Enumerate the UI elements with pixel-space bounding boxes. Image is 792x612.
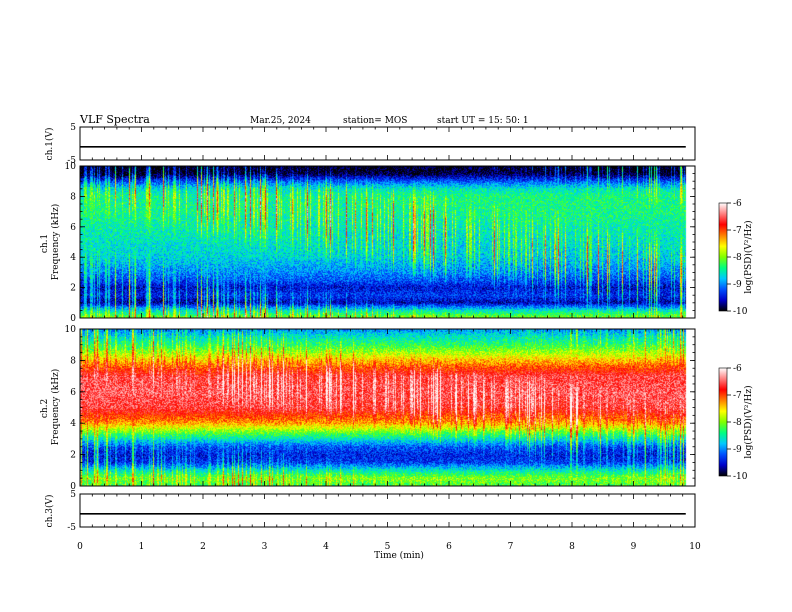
station-label: station= MOS — [343, 116, 407, 126]
colorbar-tick-label: -7 — [733, 226, 742, 236]
colorbar-tick-label: -10 — [733, 307, 748, 317]
ch1-waveform-ylabel: ch.1(V) — [44, 128, 55, 161]
x-tick-label: 7 — [508, 542, 514, 552]
y-tick-label: 0 — [70, 314, 76, 324]
y-tick-label: 4 — [70, 253, 76, 263]
y-tick-label: 8 — [70, 192, 76, 202]
ch1-channel-label: ch.1 — [40, 234, 50, 253]
y-tick-label: 6 — [70, 388, 76, 398]
ch1-frequency-label: Frequency (kHz) — [50, 204, 61, 281]
date-label: Mar.25, 2024 — [250, 116, 311, 126]
start-time-label: start UT = 15: 50: 1 — [437, 116, 529, 126]
ch2-frequency-label: Frequency (kHz) — [50, 369, 61, 446]
y-tick-label: 6 — [70, 223, 76, 233]
y-tick-label: 5 — [70, 490, 76, 500]
colorbar-tick-label: -6 — [733, 364, 742, 374]
y-tick-label: 2 — [70, 284, 76, 294]
ch3-waveform-ylabel: ch.3(V) — [44, 495, 55, 528]
x-tick-label: 5 — [385, 542, 391, 552]
x-tick-label: 3 — [262, 542, 268, 552]
colorbar-tick-label: -8 — [733, 253, 742, 263]
x-tick-label: 1 — [139, 542, 145, 552]
figure-title: VLF Spectra — [79, 113, 150, 126]
y-tick-label: -5 — [67, 156, 76, 166]
colorbar-tick-label: -8 — [733, 418, 742, 428]
x-tick-label: 10 — [689, 542, 701, 552]
y-tick-label: -5 — [67, 523, 76, 533]
y-tick-label: 0 — [70, 482, 76, 492]
ch2-spectrogram — [80, 329, 695, 486]
y-tick-label: 4 — [70, 419, 76, 429]
ch2-colorbar-label: log(PSD)(V²/Hz) — [743, 385, 754, 458]
x-tick-label: 0 — [77, 542, 83, 552]
y-tick-label: 10 — [65, 162, 77, 172]
x-tick-label: 2 — [200, 542, 206, 552]
x-tick-label: 4 — [323, 542, 329, 552]
colorbar-tick-label: -9 — [733, 280, 742, 290]
ch1-colorbar — [718, 202, 728, 312]
y-tick-label: 5 — [70, 123, 76, 133]
ch2-channel-label: ch.2 — [40, 399, 50, 418]
y-tick-label: 10 — [65, 325, 77, 335]
colorbar-tick-label: -10 — [733, 472, 748, 482]
y-tick-label: 2 — [70, 451, 76, 461]
colorbar-tick-label: -6 — [733, 199, 742, 209]
y-tick-label: 8 — [70, 356, 76, 366]
x-tick-label: 9 — [631, 542, 637, 552]
axis-ticks: 0 1 2 3 4 5 6 7 8 9 10024681002468105-55-5-6-7-8-9… — [65, 123, 748, 552]
ch2-spectrogram-ylabel: ch.2 Frequency (kHz) — [40, 369, 61, 446]
colorbar-tick-label: -7 — [733, 391, 742, 401]
colorbar-tick-label: -9 — [733, 445, 742, 455]
ch1-colorbar-label: log(PSD)(V²/Hz) — [743, 220, 754, 293]
x-tick-label: 6 — [446, 542, 452, 552]
x-tick-label: 8 — [569, 542, 575, 552]
ch1-spectrogram — [80, 166, 695, 318]
x-axis-label: Time (min) — [374, 550, 424, 561]
ch2-colorbar — [718, 367, 728, 477]
ch1-spectrogram-ylabel: ch.1 Frequency (kHz) — [40, 204, 61, 281]
